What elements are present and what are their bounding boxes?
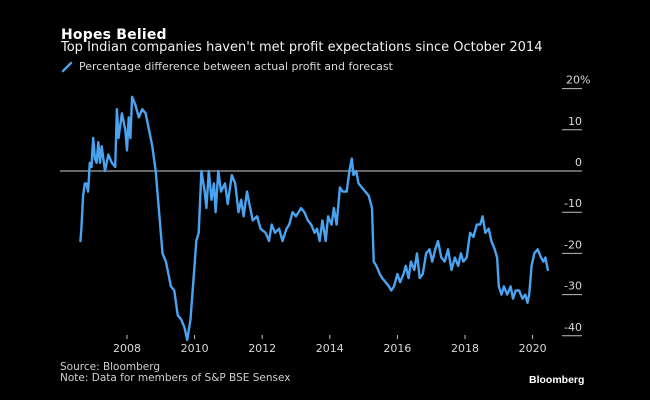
x-axis: 2008 2010 2012 2014 2016 2018 2020: [113, 335, 547, 355]
legend: Percentage difference between actual pro…: [61, 60, 393, 73]
y-tick-label: -20: [564, 238, 582, 251]
legend-label: Percentage difference between actual pro…: [79, 60, 393, 73]
x-tick-label: 2016: [383, 342, 411, 355]
legend-line-swatch-icon: [61, 61, 73, 72]
chart-subtitle: Top Indian companies haven't met profit …: [61, 40, 543, 55]
y-tick-label: 10: [568, 115, 582, 128]
data-note: Note: Data for members of S&P BSE Sensex: [60, 372, 291, 384]
x-tick-label: 2012: [248, 342, 276, 355]
x-tick-label: 2008: [113, 342, 141, 355]
series-line: [79, 95, 549, 342]
x-tick-label: 2020: [519, 342, 547, 355]
bloomberg-logo: Bloomberg: [529, 374, 585, 386]
y-tick-label: 0: [575, 156, 582, 169]
x-tick-label: 2010: [181, 342, 209, 355]
y-tick-label: 20%: [566, 74, 590, 87]
y-tick-label: -30: [564, 280, 582, 293]
y-tick-label: -40: [564, 321, 582, 334]
x-tick-label: 2014: [316, 342, 344, 355]
y-tick-label: -10: [564, 197, 582, 210]
chart-title: Hopes Belied: [61, 27, 167, 43]
y-axis: 20% 10 0 -10 -20 -30 -40: [562, 74, 590, 337]
x-tick-label: 2018: [451, 342, 479, 355]
source-note: Source: Bloomberg: [60, 361, 161, 373]
